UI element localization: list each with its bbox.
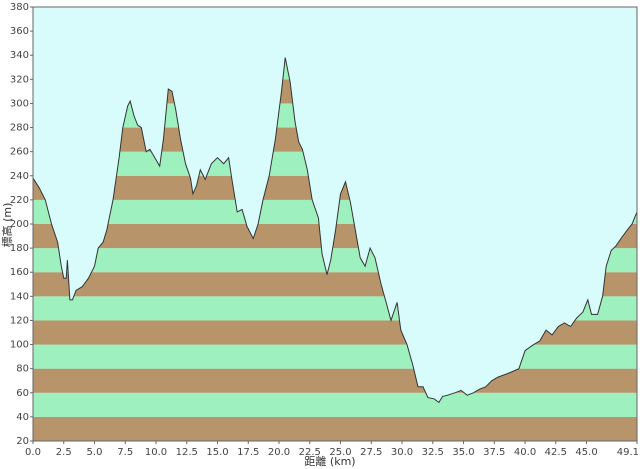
x-tick-label: 12.5 [176,447,198,458]
band [33,344,637,369]
y-tick-label: 360 [10,26,29,37]
y-tick-label: 80 [16,364,29,375]
x-tick-label: 5.0 [87,447,103,458]
x-tick-label: 37.5 [483,447,505,458]
x-tick-label: 40.0 [514,447,536,458]
x-tick-label: 49.1 [617,447,639,458]
y-tick-label: 60 [16,388,29,399]
y-tick-label: 340 [10,50,29,61]
x-tick-label: 27.5 [360,447,382,458]
band [33,368,637,393]
x-tick-label: 2.5 [56,447,72,458]
x-tick-label: 42.5 [545,447,567,458]
elevation-line [32,57,638,404]
x-tick-label: 20.0 [268,447,290,458]
y-tick-label: 300 [10,98,29,109]
x-tick-label: 22.5 [299,447,321,458]
y-axis-title: 標高 (m) [0,203,14,248]
x-tick-label: 25.0 [329,447,351,458]
x-tick-label: 30.0 [391,447,413,458]
y-tick-label: 320 [10,74,29,85]
x-tick-label: 0.0 [25,447,41,458]
y-tick-label: 240 [10,171,29,182]
y-tick-label: 100 [10,340,29,351]
band [33,416,637,441]
y-tick-label: 220 [10,195,29,206]
x-tick-label: 35.0 [452,447,474,458]
y-tick-label: 200 [10,219,29,230]
y-tick-label: 160 [10,267,29,278]
y-tick-label: 140 [10,291,29,302]
y-tick-label: 40 [16,412,29,423]
x-tick-label: 17.5 [237,447,259,458]
x-tick-label: 32.5 [422,447,444,458]
y-tick-label: 20 [16,436,29,447]
y-tick-label: 380 [10,2,29,13]
x-tick-label: 10.0 [145,447,167,458]
y-tick-label: 120 [10,315,29,326]
y-tick-label: 280 [10,123,29,134]
y-tick-label: 260 [10,147,29,158]
band [33,392,637,417]
x-tick-label: 15.0 [206,447,228,458]
x-axis-title: 距離 (km) [304,454,355,468]
y-tick-label: 180 [10,243,29,254]
x-tick-label: 7.5 [117,447,133,458]
x-tick-label: 45.0 [575,447,597,458]
